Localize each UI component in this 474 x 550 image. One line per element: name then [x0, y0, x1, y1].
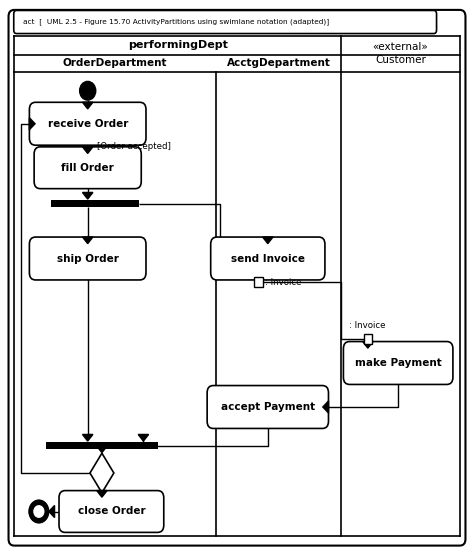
Polygon shape: [82, 434, 93, 441]
Polygon shape: [82, 237, 93, 244]
Polygon shape: [97, 491, 107, 497]
Text: receive Order: receive Order: [47, 119, 128, 129]
Text: : Invoice: : Invoice: [265, 278, 302, 287]
Text: act  [  UML 2.5 - Figure 15.70 ActivityPartitions using swimlane notation (adapt: act [ UML 2.5 - Figure 15.70 ActivityPar…: [23, 19, 329, 25]
Text: close Order: close Order: [78, 507, 145, 516]
Text: make Payment: make Payment: [355, 358, 442, 368]
Circle shape: [29, 500, 48, 522]
FancyBboxPatch shape: [59, 491, 164, 532]
FancyBboxPatch shape: [207, 386, 328, 428]
FancyBboxPatch shape: [34, 147, 141, 189]
FancyBboxPatch shape: [29, 237, 146, 280]
FancyBboxPatch shape: [14, 10, 437, 34]
Polygon shape: [82, 102, 93, 109]
Circle shape: [34, 506, 44, 517]
FancyBboxPatch shape: [29, 102, 146, 145]
Text: «external»
Customer: «external» Customer: [373, 42, 428, 65]
Text: OrderDepartment: OrderDepartment: [63, 58, 167, 68]
Polygon shape: [49, 505, 55, 518]
Text: [Order accepted]: [Order accepted]: [97, 141, 171, 151]
Polygon shape: [363, 342, 373, 348]
Polygon shape: [97, 446, 107, 453]
Bar: [46, 442, 157, 449]
Polygon shape: [82, 147, 93, 153]
FancyBboxPatch shape: [210, 237, 325, 280]
Bar: [364, 334, 372, 344]
Polygon shape: [82, 192, 93, 199]
Text: AcctgDepartment: AcctgDepartment: [227, 58, 330, 68]
Text: fill Order: fill Order: [61, 163, 114, 173]
Polygon shape: [90, 453, 114, 493]
Polygon shape: [263, 237, 273, 244]
Bar: [51, 200, 138, 207]
FancyBboxPatch shape: [343, 342, 453, 384]
Text: accept Payment: accept Payment: [221, 402, 315, 412]
Bar: [254, 277, 263, 287]
FancyBboxPatch shape: [9, 10, 465, 546]
Polygon shape: [29, 118, 35, 130]
Text: ship Order: ship Order: [57, 254, 118, 263]
Text: send Invoice: send Invoice: [231, 254, 305, 263]
Text: performingDept: performingDept: [128, 40, 228, 51]
Polygon shape: [323, 401, 328, 413]
Circle shape: [80, 81, 96, 100]
Polygon shape: [138, 434, 148, 441]
Text: : Invoice: : Invoice: [349, 321, 385, 330]
